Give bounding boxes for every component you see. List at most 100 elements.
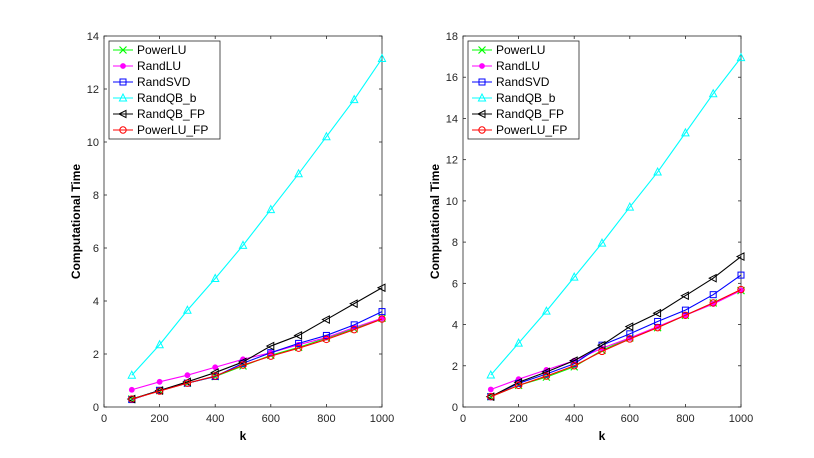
legend-label: PowerLU	[137, 43, 186, 57]
data-point-RandQB_FP	[735, 252, 745, 261]
series-line-RandLU	[131, 317, 383, 391]
y-tick-label: 4	[93, 296, 99, 308]
data-point-RandSVD	[378, 308, 386, 316]
data-point-RandLU	[184, 372, 191, 379]
data-point-PowerLU_FP	[128, 395, 136, 403]
legend-label: RandSVD	[137, 75, 191, 89]
data-point-PowerLU_FP	[487, 392, 495, 401]
series-line-RandQB_FP	[490, 256, 742, 398]
legend-label: PowerLU_FP	[496, 123, 567, 137]
y-tick-label: 0	[452, 402, 458, 414]
y-tick-label: 6	[93, 243, 99, 255]
data-point-RandQB_FP	[237, 357, 247, 367]
y-tick-label: 2	[93, 349, 99, 361]
data-point-RandSVD	[626, 330, 634, 338]
data-point-RandQB_FP	[265, 341, 275, 351]
data-point-RandQB_b	[155, 339, 165, 349]
legend-label: RandSVD	[496, 75, 550, 89]
legend-label: PowerLU	[496, 43, 545, 57]
y-tick-label: 6	[452, 278, 458, 290]
data-point-RandQB_b	[294, 168, 304, 178]
data-point-PowerLU_FP	[294, 344, 303, 352]
data-point-PowerLU_FP	[737, 285, 745, 294]
series-line-RandQB_FP	[131, 287, 383, 400]
legend-marker-PowerLU_FP	[119, 126, 127, 134]
data-point-RandQB_b	[597, 238, 607, 247]
legend-label: PowerLU_FP	[137, 123, 208, 137]
data-point-PowerLU_FP	[570, 362, 578, 370]
y-tick-label: 14	[87, 31, 99, 43]
data-point-RandLU	[156, 378, 163, 385]
x-tick-label: 800	[676, 413, 694, 425]
y-tick-label: 2	[452, 361, 458, 373]
series-line-PowerLU_FP	[131, 318, 383, 400]
data-point-RandQB_FP	[349, 299, 358, 309]
data-point-RandQB_FP	[624, 322, 634, 332]
legend-label: RandQB_FP	[137, 107, 205, 121]
data-point-RandQB_FP	[321, 315, 330, 324]
y-tick-label: 0	[93, 402, 99, 414]
legend-box	[108, 40, 221, 140]
data-point-RandQB_b	[321, 131, 331, 141]
data-point-RandQB_FP	[210, 368, 219, 377]
series-line-RandQB_b	[131, 58, 383, 376]
legend-marker-RandQB_FP	[476, 109, 486, 119]
y-tick-label: 14	[446, 113, 458, 125]
y-tick-label: 10	[446, 196, 458, 208]
right-chart-panel: 0 200 400 600 800 1000 0 2 4 6 8 10 12 14 16 18 k Computa…	[428, 31, 753, 443]
series-line-RandSVD	[490, 274, 742, 398]
y-axis-label: Computational Time	[69, 164, 83, 279]
data-point-RandQB_FP	[680, 291, 689, 301]
data-point-PowerLU_FP	[709, 299, 717, 307]
y-tick-label: 4	[452, 320, 458, 332]
legend-marker-RandQB_b	[118, 92, 128, 102]
legend-label: RandQB_b	[137, 91, 197, 105]
data-point-PowerLU_FP	[322, 335, 331, 344]
y-tick-label: 16	[446, 72, 458, 84]
x-tick-label: 0	[460, 413, 466, 425]
x-axis-label: k	[599, 429, 606, 443]
legend-marker-PowerLU	[478, 46, 486, 54]
data-point-RandQB_b	[127, 370, 137, 379]
x-tick-label: 0	[101, 413, 107, 425]
legend: PowerLU RandLU RandSVD RandQB_b RandQB_FP Pow…	[467, 40, 580, 140]
x-tick-label: 600	[262, 413, 280, 425]
data-point-PowerLU_FP	[267, 352, 275, 360]
data-point-RandQB_b	[625, 201, 635, 211]
data-point-RandQB_b	[486, 369, 496, 379]
legend: PowerLU RandLU RandSVD RandQB_b RandQB_FP Pow…	[108, 40, 221, 140]
data-point-RandQB_FP	[596, 340, 606, 350]
data-point-PowerLU_FP	[378, 315, 386, 323]
data-point-RandQB_FP	[708, 273, 717, 283]
data-point-RandQB_FP	[293, 331, 303, 340]
legend-label: RandQB_FP	[496, 107, 564, 121]
y-tick-label: 12	[446, 155, 458, 167]
data-point-RandQB_b	[238, 240, 248, 249]
legend-marker-RandLU	[120, 63, 126, 69]
data-point-RandSVD	[709, 291, 717, 299]
data-point-PowerLU_FP	[239, 361, 247, 369]
legend-label: RandLU	[137, 59, 181, 73]
data-point-RandQB_b	[514, 338, 524, 347]
data-point-PowerLU_FP	[626, 335, 634, 343]
data-point-RandQB_b	[708, 88, 718, 98]
y-tick-label: 12	[87, 84, 99, 96]
data-point-RandQB_FP	[513, 377, 523, 387]
legend-marker-RandSVD	[478, 78, 486, 86]
y-axis-label: Computational Time	[428, 164, 442, 279]
x-tick-label: 400	[206, 413, 224, 425]
data-point-RandQB_b	[349, 94, 359, 104]
data-point-RandQB_b	[266, 204, 276, 214]
series-line-PowerLU_FP	[490, 289, 742, 398]
data-point-PowerLU_FP	[681, 311, 690, 319]
data-point-RandSVD	[295, 339, 303, 347]
data-point-RandQB_FP	[541, 367, 550, 377]
legend-marker-RandSVD	[119, 78, 127, 86]
data-point-RandQB_b	[541, 306, 551, 315]
data-point-RandQB_b	[569, 272, 579, 281]
legend-marker-PowerLU	[119, 46, 127, 54]
data-point-PowerLU_FP	[598, 347, 606, 356]
data-point-PowerLU_FP	[514, 381, 523, 390]
data-point-RandLU	[128, 386, 135, 393]
